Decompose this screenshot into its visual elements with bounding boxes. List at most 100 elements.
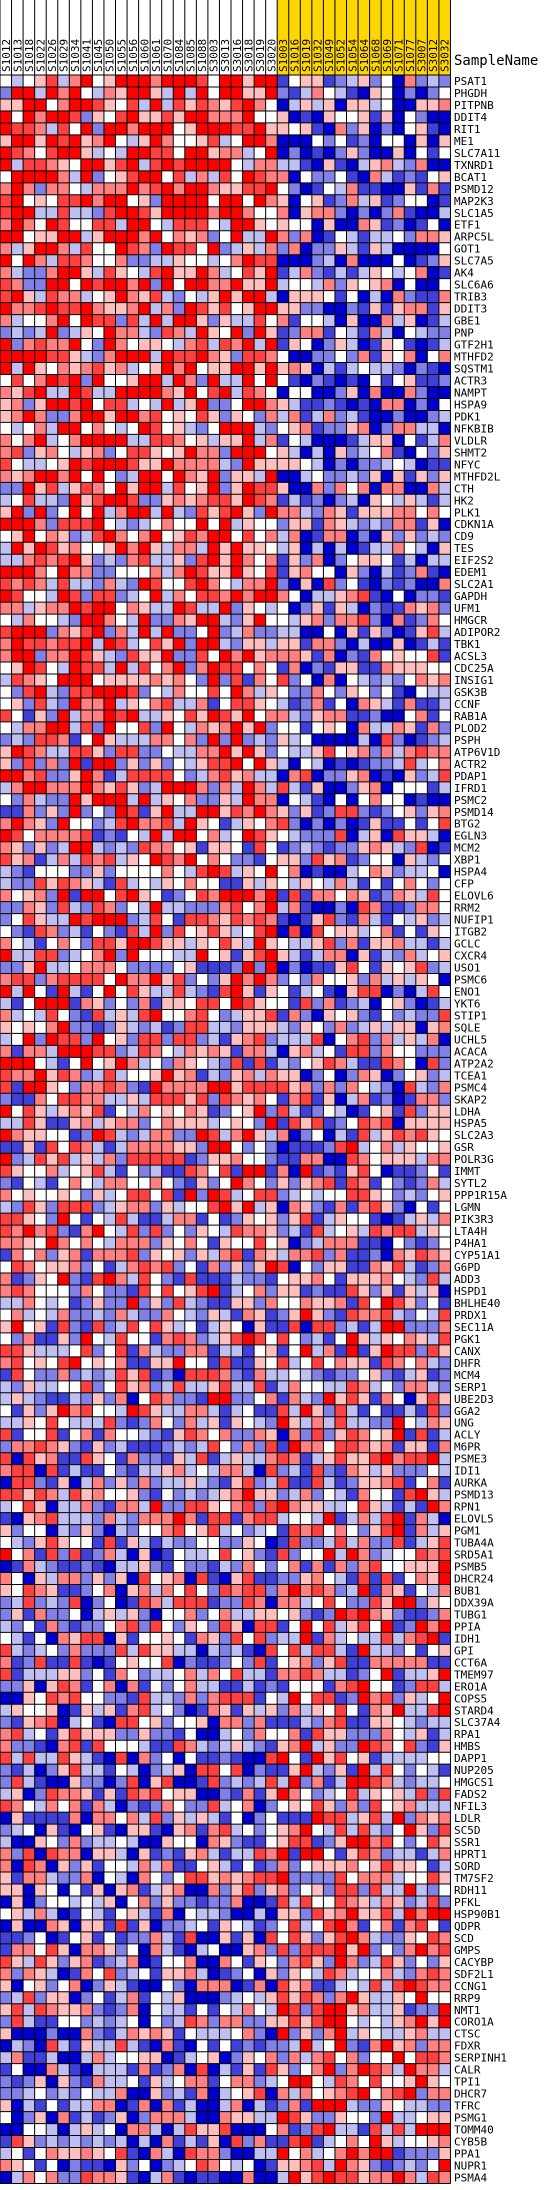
heatmap-cell (427, 1045, 439, 1058)
heatmap-cell (392, 769, 405, 782)
heatmap-cell (103, 542, 116, 555)
heatmap-cell (242, 326, 255, 339)
heatmap-cell (219, 266, 231, 279)
heatmap-cell (196, 518, 208, 531)
heatmap-cell (265, 1380, 278, 1393)
heatmap-cell (173, 1356, 185, 1369)
heatmap-cell (311, 913, 324, 926)
heatmap-cell (300, 1284, 312, 1297)
heatmap-cell (57, 230, 70, 243)
heatmap-cell (427, 1117, 439, 1130)
heatmap-cell (277, 434, 289, 447)
heatmap-cell (346, 506, 359, 519)
heatmap-cell (57, 757, 70, 770)
heatmap-cell (392, 494, 405, 507)
heatmap-cell (254, 1452, 266, 1465)
heatmap-cell (80, 482, 93, 495)
heatmap-cell (92, 1452, 104, 1465)
heatmap-cell (254, 1572, 266, 1585)
heatmap-cell (438, 973, 451, 986)
heatmap-cell (34, 973, 47, 986)
heatmap-cell (57, 650, 70, 663)
heatmap-cell (265, 1344, 278, 1357)
heatmap-cell (207, 434, 220, 447)
heatmap-cell (11, 829, 24, 842)
heatmap-cell (404, 685, 416, 698)
heatmap-cell (438, 662, 451, 674)
heatmap-cell (11, 1105, 24, 1118)
heatmap-cell (242, 961, 255, 974)
heatmap-cell (265, 769, 278, 782)
heatmap-cell (184, 817, 197, 830)
heatmap-cell (34, 1368, 47, 1381)
heatmap-cell (34, 410, 47, 423)
heatmap-cell (427, 1524, 439, 1537)
heatmap-cell (242, 1560, 255, 1573)
heatmap-cell (381, 1308, 393, 1321)
heatmap-cell (69, 1320, 81, 1333)
column-label: S3012 (427, 39, 440, 72)
heatmap-cell (265, 841, 278, 854)
heatmap-cell (300, 266, 312, 279)
heatmap-cell (46, 1356, 58, 1369)
heatmap-cell (323, 1548, 335, 1561)
heatmap-cell (196, 1500, 208, 1513)
heatmap-cell (277, 1524, 289, 1537)
heatmap-cell (265, 578, 278, 591)
heatmap-cell (80, 110, 93, 123)
heatmap-cell (334, 1368, 347, 1381)
heatmap-cell (415, 434, 428, 447)
heatmap-cell (381, 350, 393, 363)
heatmap-cell (173, 1332, 185, 1345)
heatmap-cell (80, 470, 93, 483)
heatmap-cell (334, 434, 347, 447)
heatmap-cell (427, 110, 439, 123)
heatmap-cell (254, 158, 266, 171)
heatmap-cell (427, 985, 439, 998)
heatmap-cell (46, 1249, 58, 1262)
heatmap-cell (242, 697, 255, 710)
heatmap-cell (173, 1021, 185, 1034)
heatmap-cell (311, 614, 324, 627)
heatmap-cell (300, 1249, 312, 1262)
heatmap-cell (323, 1237, 335, 1250)
heatmap-cell (231, 1380, 243, 1393)
heatmap-cell (254, 398, 266, 411)
heatmap-cell (138, 662, 151, 674)
heatmap-cell (80, 1380, 93, 1393)
heatmap-cell (127, 901, 139, 914)
heatmap-cell (80, 745, 93, 758)
heatmap-cell (46, 206, 58, 219)
heatmap-cell (219, 1225, 231, 1238)
heatmap-cell (11, 1464, 24, 1477)
heatmap-cell (311, 446, 324, 459)
heatmap-cell (103, 889, 116, 902)
heatmap-cell (231, 350, 243, 363)
heatmap-cell (334, 1476, 347, 1489)
heatmap-cell (392, 1284, 405, 1297)
heatmap-cell (127, 266, 139, 279)
heatmap-cell (381, 1237, 393, 1250)
heatmap-cell (265, 1452, 278, 1465)
heatmap-cell (346, 1117, 359, 1130)
heatmap-cell (242, 578, 255, 591)
heatmap-cell (346, 1332, 359, 1345)
heatmap-cell (127, 889, 139, 902)
heatmap-cell (381, 745, 393, 758)
heatmap-cell (150, 290, 162, 303)
heatmap-cell (323, 1296, 335, 1309)
heatmap-cell (11, 1141, 24, 1154)
heatmap-cell (138, 386, 151, 399)
heatmap-cell (161, 1141, 174, 1154)
heatmap-cell (346, 817, 359, 830)
heatmap-cell (150, 470, 162, 483)
heatmap-cell (196, 1201, 208, 1214)
heatmap-cell (184, 1201, 197, 1214)
heatmap-cell (207, 518, 220, 531)
heatmap-cell (161, 1404, 174, 1417)
heatmap-cell (369, 158, 382, 171)
heatmap-cell (219, 1308, 231, 1321)
heatmap-cell (80, 1165, 93, 1178)
heatmap-cell (300, 218, 312, 231)
heatmap-cell (150, 925, 162, 938)
